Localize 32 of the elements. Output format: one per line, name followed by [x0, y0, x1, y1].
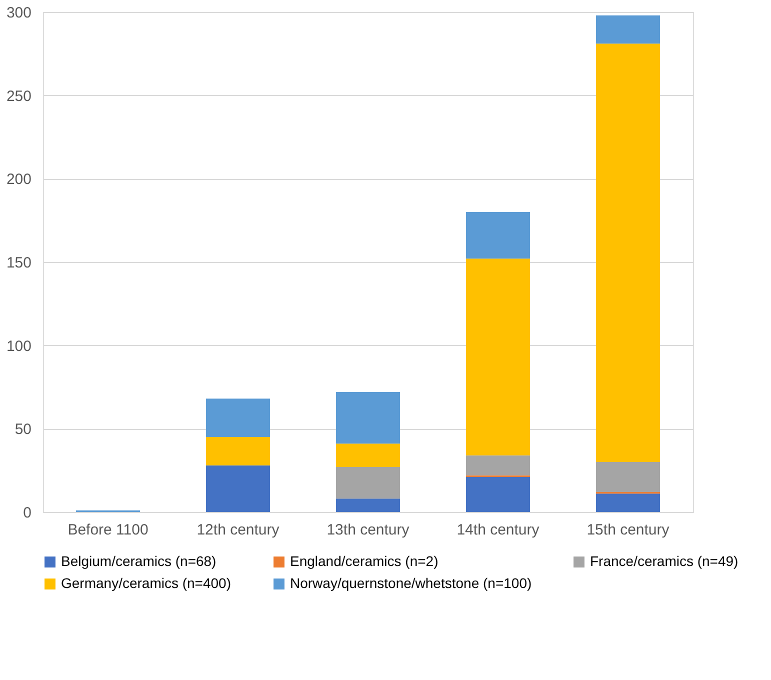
legend-label: France/ceramics (n=49) — [590, 553, 738, 569]
bar — [336, 467, 400, 499]
legend-label: Belgium/ceramics (n=68) — [61, 553, 216, 569]
bar — [466, 258, 530, 456]
bar — [336, 392, 400, 444]
legend-label: England/ceramics (n=2) — [290, 553, 438, 569]
y-tick-label: 300 — [6, 4, 32, 22]
x-tick-label: 13th century — [326, 522, 410, 538]
bar — [596, 494, 660, 512]
bar — [336, 498, 400, 512]
x-tick-label: Before 1100 — [68, 522, 148, 538]
bar — [466, 477, 530, 512]
y-tick-label: 250 — [6, 88, 32, 105]
y-tick-label: 50 — [14, 421, 32, 438]
bar — [206, 465, 270, 512]
bar — [206, 437, 270, 466]
bar — [596, 15, 660, 44]
y-tick-label: 0 — [23, 504, 32, 522]
bar — [596, 44, 660, 462]
bar — [336, 444, 400, 467]
bar — [206, 398, 270, 437]
bar — [466, 212, 530, 259]
y-tick-label: 100 — [6, 338, 32, 355]
bar — [596, 462, 660, 492]
y-tick-label: 150 — [6, 254, 32, 272]
x-tick-label: 15th century — [586, 522, 670, 538]
x-tick-label: 14th century — [456, 522, 540, 538]
bar — [466, 455, 530, 476]
x-tick-label: 12th century — [196, 522, 280, 538]
legend-label: Germany/ceramics (n=400) — [61, 575, 232, 591]
y-tick-label: 200 — [6, 171, 32, 188]
legend-label: Norway/quernstone/whetstone (n=100) — [290, 575, 532, 591]
